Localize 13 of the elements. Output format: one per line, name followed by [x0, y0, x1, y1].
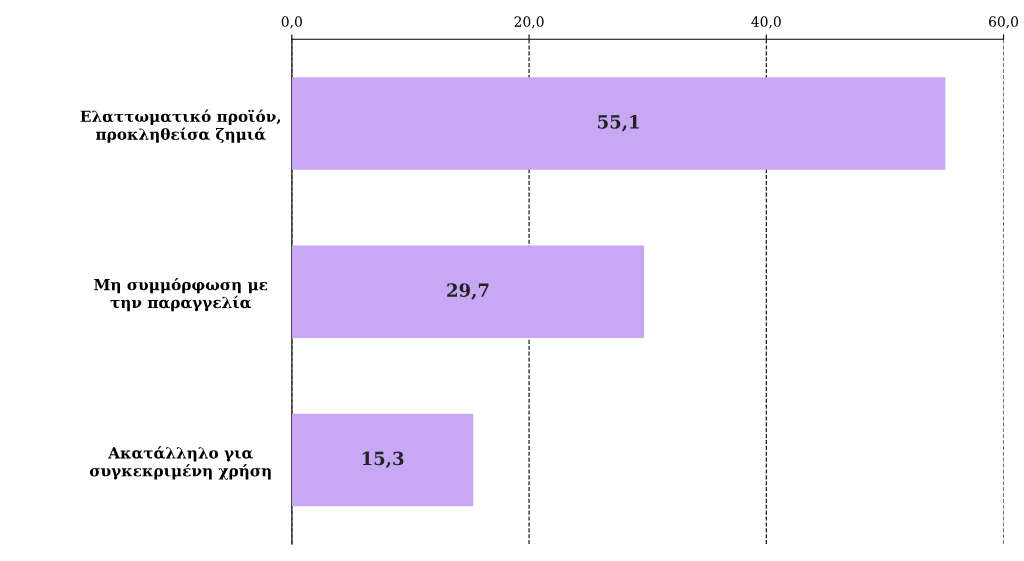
data-label: 29,7 — [447, 283, 489, 300]
bar — [291, 77, 946, 170]
y-tick-label: Μη συμμόρφωση με την παραγγελία — [94, 277, 268, 312]
data-label: 15,3 — [362, 451, 404, 468]
x-tick-label: 60,0 — [988, 16, 1019, 29]
y-tick-label: Ακατάλληλο για συγκεκριμένη χρήση — [89, 446, 271, 480]
x-tick-label: 20,0 — [514, 16, 544, 29]
bar — [291, 245, 645, 338]
data-label: 55,1 — [598, 115, 639, 132]
x-tick-label: 0,0 — [281, 16, 302, 29]
bar — [291, 413, 474, 507]
y-tick-label: Ελαττωματικό προϊόν, προκληθείσα ζημιά — [80, 109, 281, 143]
x-tick-label: 40,0 — [751, 16, 781, 29]
